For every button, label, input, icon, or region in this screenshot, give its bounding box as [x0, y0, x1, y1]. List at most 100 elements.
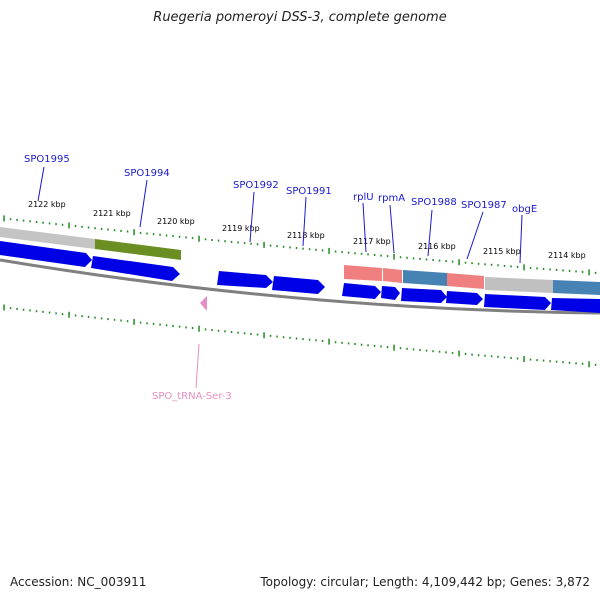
- minor-tick: [139, 321, 142, 324]
- major-tick: [133, 318, 135, 325]
- cds-arrow: [446, 291, 483, 305]
- minor-tick: [256, 333, 259, 336]
- major-tick: [458, 350, 460, 357]
- gene-label: SPO1995: [24, 154, 70, 165]
- minor-tick: [315, 248, 317, 251]
- minor-tick: [575, 362, 577, 365]
- cds-arrow: [401, 288, 447, 303]
- minor-tick: [315, 339, 317, 342]
- minor-tick: [42, 310, 44, 313]
- major-tick: [328, 338, 330, 345]
- upper-tick-row: [3, 215, 597, 276]
- minor-tick: [224, 330, 226, 333]
- minor-tick: [321, 340, 324, 342]
- minor-tick: [107, 318, 109, 321]
- cds-arrow: [342, 283, 381, 299]
- minor-tick: [354, 343, 356, 345]
- major-tick: [3, 215, 5, 222]
- minor-tick: [22, 219, 25, 222]
- kbp-label: 2120 kbp: [157, 217, 195, 226]
- minor-tick: [16, 307, 18, 310]
- minor-tick: [172, 235, 174, 238]
- minor-tick: [581, 270, 584, 273]
- major-tick: [523, 264, 525, 271]
- minor-tick: [529, 358, 532, 361]
- band-steelblue-1988: [403, 270, 447, 286]
- major-tick: [393, 253, 395, 260]
- minor-tick: [55, 312, 57, 315]
- minor-tick: [555, 360, 558, 363]
- minor-tick: [35, 221, 38, 223]
- minor-tick: [250, 242, 252, 245]
- minor-tick: [354, 252, 356, 255]
- minor-tick: [217, 329, 220, 332]
- minor-tick: [419, 257, 421, 260]
- minor-tick: [490, 355, 493, 358]
- minor-tick: [471, 262, 473, 265]
- minor-tick: [503, 356, 506, 359]
- minor-tick: [334, 341, 337, 344]
- minor-tick: [146, 232, 148, 235]
- minor-tick: [178, 235, 181, 238]
- minor-tick: [360, 252, 363, 255]
- minor-tick: [230, 331, 233, 333]
- minor-tick: [432, 259, 434, 261]
- minor-tick: [295, 337, 298, 340]
- band-steelblue-right: [553, 280, 600, 295]
- gene-leader: [362, 202, 367, 253]
- minor-tick: [139, 231, 142, 234]
- minor-tick: [243, 332, 246, 335]
- minor-tick: [594, 363, 597, 366]
- major-tick: [328, 247, 330, 254]
- minor-tick: [152, 322, 155, 325]
- minor-tick: [451, 351, 454, 354]
- minor-tick: [276, 245, 278, 248]
- minor-tick: [341, 341, 343, 344]
- minor-tick: [308, 338, 311, 341]
- minor-tick: [399, 347, 402, 350]
- minor-tick: [35, 310, 38, 313]
- major-tick: [523, 356, 525, 362]
- kbp-label: 2118 kbp: [287, 231, 325, 240]
- minor-tick: [29, 309, 31, 312]
- gene-label: SPO1992: [233, 180, 279, 191]
- cds-arrow: [551, 298, 600, 313]
- minor-tick: [367, 344, 369, 347]
- minor-tick: [217, 239, 220, 242]
- minor-tick: [380, 254, 382, 257]
- cds-arrow: [381, 286, 400, 300]
- minor-tick: [568, 269, 571, 272]
- minor-tick: [477, 262, 480, 265]
- trna-marker: [200, 296, 207, 311]
- minor-tick: [341, 251, 343, 254]
- minor-tick: [503, 264, 506, 267]
- minor-tick: [360, 343, 363, 346]
- minor-tick: [516, 265, 519, 268]
- lower-tick-row: [3, 304, 597, 368]
- minor-tick: [542, 267, 545, 270]
- gene-leader: [466, 211, 484, 260]
- minor-tick: [29, 220, 31, 223]
- gene-leader: [519, 214, 523, 264]
- gene-leader: [389, 204, 395, 254]
- minor-tick: [159, 323, 161, 326]
- major-tick: [198, 325, 200, 332]
- kbp-label: 2117 kbp: [353, 237, 391, 246]
- cds-arrows: [0, 241, 600, 313]
- minor-tick: [185, 236, 187, 239]
- major-tick: [198, 235, 200, 242]
- minor-tick: [562, 361, 564, 364]
- cds-arrow: [272, 276, 325, 294]
- minor-tick: [269, 244, 272, 247]
- gene-label: rpmA: [378, 193, 405, 204]
- minor-tick: [250, 333, 252, 335]
- trna-leader: [195, 343, 200, 389]
- minor-tick: [211, 239, 213, 241]
- gene-label: SPO1988: [411, 197, 457, 208]
- minor-tick: [536, 267, 538, 270]
- major-tick: [458, 259, 460, 266]
- minor-tick: [399, 256, 402, 259]
- minor-tick: [347, 251, 350, 254]
- gene-leader: [302, 196, 307, 247]
